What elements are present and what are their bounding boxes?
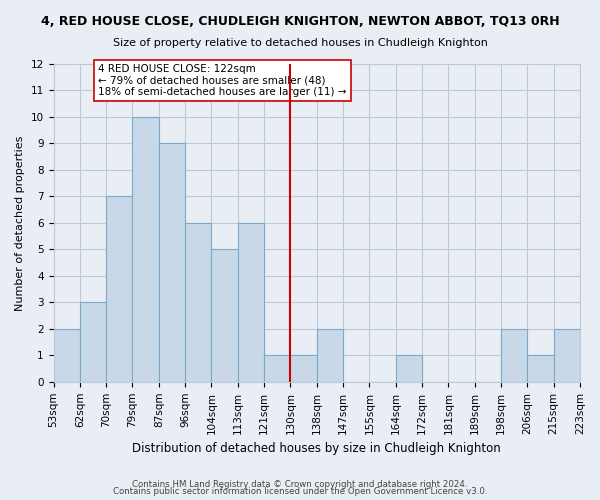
Bar [264,356,290,382]
Y-axis label: Number of detached properties: Number of detached properties [15,135,25,310]
Text: Contains HM Land Registry data © Crown copyright and database right 2024.: Contains HM Land Registry data © Crown c… [132,480,468,489]
Bar [317,329,343,382]
Bar [527,356,554,382]
Text: 4, RED HOUSE CLOSE, CHUDLEIGH KNIGHTON, NEWTON ABBOT, TQ13 0RH: 4, RED HOUSE CLOSE, CHUDLEIGH KNIGHTON, … [41,15,559,28]
Text: 4 RED HOUSE CLOSE: 122sqm
← 79% of detached houses are smaller (48)
18% of semi-: 4 RED HOUSE CLOSE: 122sqm ← 79% of detac… [98,64,347,97]
Text: Contains public sector information licensed under the Open Government Licence v3: Contains public sector information licen… [113,487,487,496]
X-axis label: Distribution of detached houses by size in Chudleigh Knighton: Distribution of detached houses by size … [133,442,501,455]
Bar [159,144,185,382]
Bar [53,329,80,382]
Bar [185,223,211,382]
Bar [290,356,317,382]
Bar [106,196,133,382]
Text: Size of property relative to detached houses in Chudleigh Knighton: Size of property relative to detached ho… [113,38,487,48]
Bar [211,250,238,382]
Bar [133,117,159,382]
Bar [396,356,422,382]
Bar [501,329,527,382]
Bar [238,223,264,382]
Bar [80,302,106,382]
Bar [554,329,580,382]
